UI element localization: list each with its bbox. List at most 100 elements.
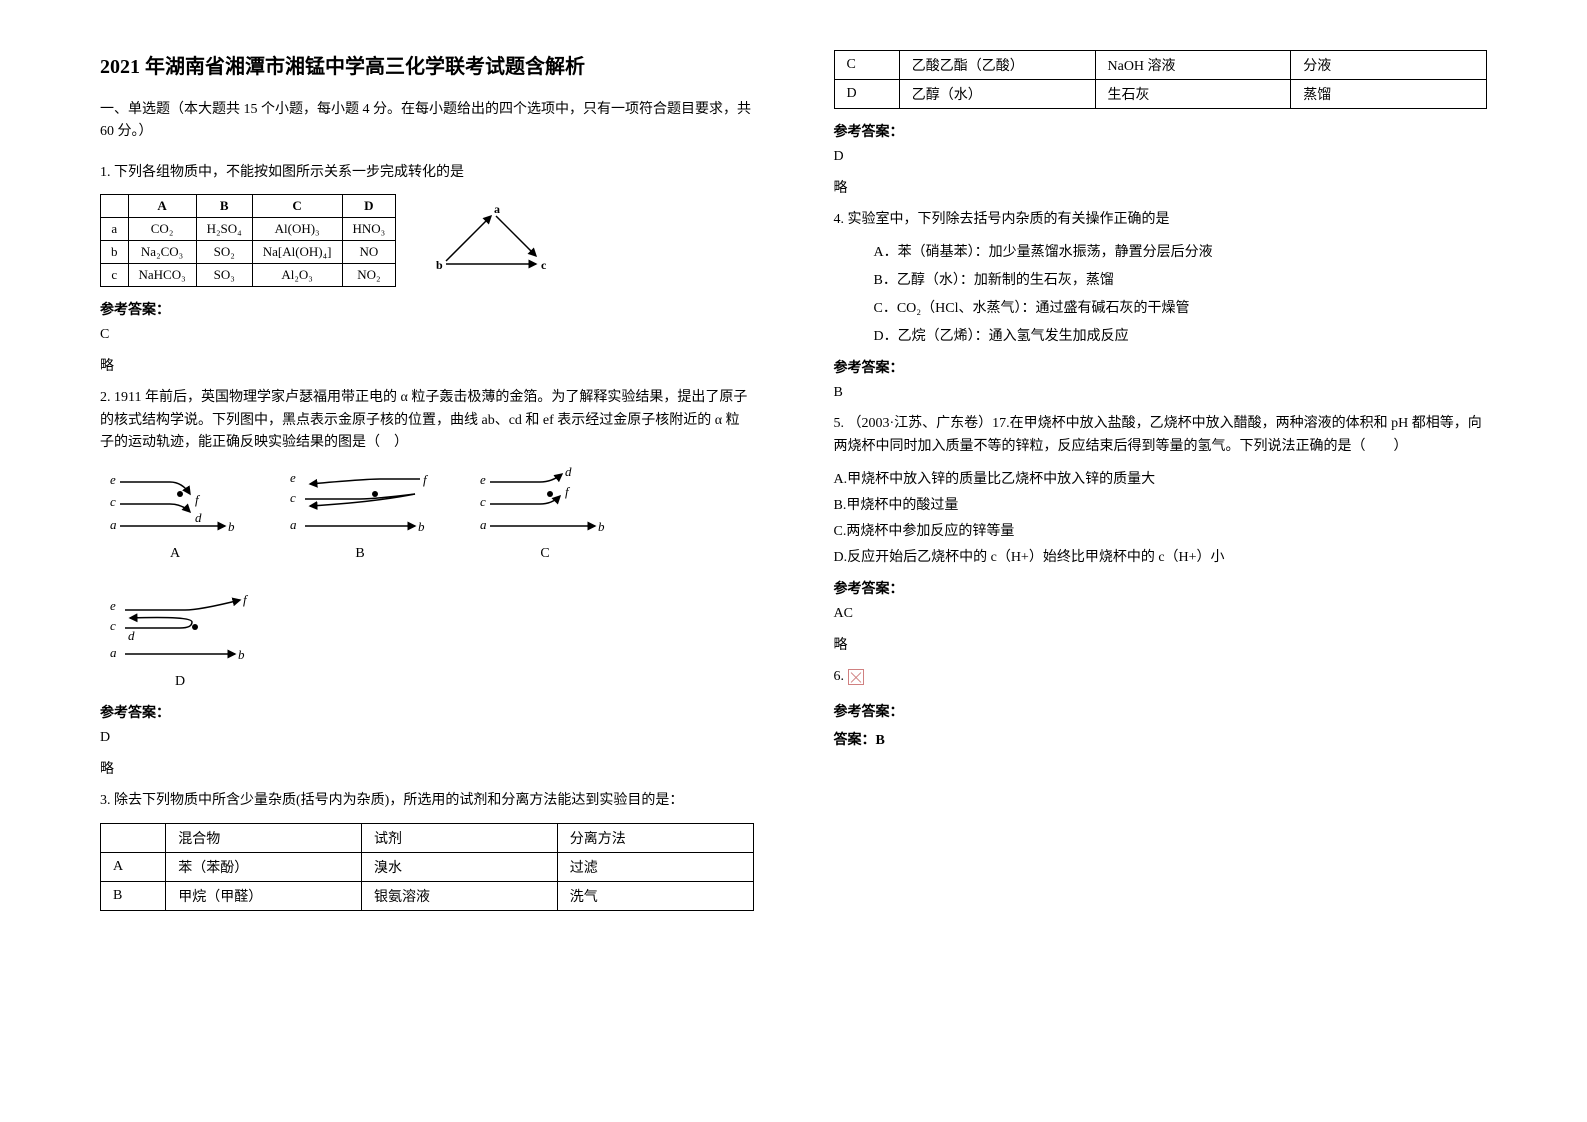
q3-td: C bbox=[834, 51, 899, 80]
q2-answer: D bbox=[100, 730, 754, 746]
svg-text:d: d bbox=[195, 510, 202, 525]
q5-explain: 略 bbox=[834, 634, 1488, 654]
tri-label-b: b bbox=[436, 258, 443, 272]
q3-td: 银氨溶液 bbox=[362, 881, 558, 910]
triangle-icon: a b c bbox=[426, 201, 556, 281]
q1-answer: C bbox=[100, 327, 754, 343]
q1-td: HNO₃ bbox=[342, 218, 396, 241]
q5-option-b: B.甲烧杯中的酸过量 bbox=[834, 494, 1488, 514]
table-row: a CO₂ H₂SO₄ Al(OH)₃ HNO₃ bbox=[101, 218, 396, 241]
q2-option-label: C bbox=[470, 546, 620, 562]
q5-option-a: A.甲烧杯中放入锌的质量比乙烧杯中放入锌的质量大 bbox=[834, 468, 1488, 488]
svg-text:e: e bbox=[110, 598, 116, 613]
trajectory-diagram-a: e f c d a b bbox=[100, 464, 250, 544]
q3-td: 乙醇（水） bbox=[899, 80, 1095, 109]
q3-th: 试剂 bbox=[362, 823, 558, 852]
q4-stem: 4. 实验室中，下列除去括号内杂质的有关操作正确的是 bbox=[834, 209, 1488, 231]
svg-text:c: c bbox=[480, 494, 486, 509]
q2-figure-a: e f c d a b A bbox=[100, 464, 250, 562]
q1-td: SO₂ bbox=[196, 241, 252, 264]
q3-td: A bbox=[101, 852, 166, 881]
tri-label-c: c bbox=[541, 258, 547, 272]
q3-td: 乙酸乙酯（乙酸） bbox=[899, 51, 1095, 80]
answer-label: 参考答案： bbox=[100, 299, 754, 319]
svg-text:b: b bbox=[598, 519, 605, 534]
q3-td: 洗气 bbox=[557, 881, 753, 910]
page-title: 2021 年湖南省湘潭市湘锰中学高三化学联考试题含解析 bbox=[100, 50, 754, 79]
q3-td: 苯（苯酚） bbox=[166, 852, 362, 881]
q1-th: D bbox=[342, 195, 396, 218]
q4-option-c: C．CO₂（HCl、水蒸气）：通过盛有碱石灰的干燥管 bbox=[874, 297, 1488, 317]
q1-th: C bbox=[252, 195, 342, 218]
table-row: 混合物 试剂 分离方法 bbox=[101, 823, 754, 852]
q5-option-d: D.反应开始后乙烧杯中的 c（H+）始终比甲烧杯中的 c（H+）小 bbox=[834, 546, 1488, 566]
q3-explain: 略 bbox=[834, 177, 1488, 197]
svg-text:c: c bbox=[290, 490, 296, 505]
q1-td: H₂SO₄ bbox=[196, 218, 252, 241]
q3-th bbox=[101, 823, 166, 852]
q1-td: b bbox=[101, 241, 129, 264]
q2-option-label: B bbox=[280, 546, 440, 562]
table-row: B 甲烷（甲醛） 银氨溶液 洗气 bbox=[101, 881, 754, 910]
answer-label: 参考答案： bbox=[100, 702, 754, 722]
svg-text:f: f bbox=[195, 492, 201, 507]
q3-td: D bbox=[834, 80, 899, 109]
trajectory-diagram-c: e d c f a b bbox=[470, 464, 620, 544]
q3-td: B bbox=[101, 881, 166, 910]
q3-answer: D bbox=[834, 149, 1488, 165]
q1-th: A bbox=[128, 195, 196, 218]
q3-table: 混合物 试剂 分离方法 A 苯（苯酚） 溴水 过滤 B 甲烷（甲醛） 银氨溶液 … bbox=[100, 823, 754, 911]
section-description: 一、单选题（本大题共 15 个小题，每小题 4 分。在每小题给出的四个选项中，只… bbox=[100, 99, 754, 144]
q3-th: 分离方法 bbox=[557, 823, 753, 852]
q1-td: NO bbox=[342, 241, 396, 264]
answer-label: 参考答案： bbox=[834, 357, 1488, 377]
svg-text:a: a bbox=[110, 517, 117, 532]
q1-content-row: A B C D a CO₂ H₂SO₄ Al(OH)₃ HNO₃ b Na₂CO… bbox=[100, 194, 754, 287]
q1-td: Al₂O₃ bbox=[252, 264, 342, 287]
svg-text:b: b bbox=[228, 519, 235, 534]
q6-answer: 答案：B bbox=[834, 729, 1488, 749]
q1-table: A B C D a CO₂ H₂SO₄ Al(OH)₃ HNO₃ b Na₂CO… bbox=[100, 194, 396, 287]
q1-td: NaHCO₃ bbox=[128, 264, 196, 287]
broken-image-icon bbox=[848, 669, 864, 685]
right-column: C 乙酸乙酯（乙酸） NaOH 溶液 分液 D 乙醇（水） 生石灰 蒸馏 参考答… bbox=[794, 0, 1587, 1122]
svg-text:d: d bbox=[128, 628, 135, 643]
q3-td: 生石灰 bbox=[1095, 80, 1291, 109]
q6-stem: 6. bbox=[834, 666, 1488, 688]
svg-text:b: b bbox=[238, 647, 245, 662]
trajectory-diagram-b: e f c a b bbox=[280, 464, 440, 544]
tri-label-a: a bbox=[494, 202, 500, 216]
q3-th: 混合物 bbox=[166, 823, 362, 852]
q4-option-b: B．乙醇（水）：加新制的生石灰，蒸馏 bbox=[874, 269, 1488, 289]
answer-label: 参考答案： bbox=[834, 701, 1488, 721]
q3-td: 溴水 bbox=[362, 852, 558, 881]
q2-figure-b: e f c a b B bbox=[280, 464, 440, 562]
answer-label: 参考答案： bbox=[834, 578, 1488, 598]
trajectory-diagram-d: e f c d a b bbox=[100, 592, 260, 672]
left-column: 2021 年湖南省湘潭市湘锰中学高三化学联考试题含解析 一、单选题（本大题共 1… bbox=[0, 0, 794, 1122]
svg-text:f: f bbox=[243, 592, 249, 607]
answer-label: 参考答案： bbox=[834, 121, 1488, 141]
svg-text:e: e bbox=[290, 470, 296, 485]
q1-td: Al(OH)₃ bbox=[252, 218, 342, 241]
q1-th bbox=[101, 195, 129, 218]
svg-text:c: c bbox=[110, 618, 116, 633]
q1-td: Na₂CO₃ bbox=[128, 241, 196, 264]
q4-answer: B bbox=[834, 385, 1488, 401]
q4-option-a: A．苯（硝基苯）：加少量蒸馏水振荡，静置分层后分液 bbox=[874, 241, 1488, 261]
q5-answer: AC bbox=[834, 606, 1488, 622]
table-row: D 乙醇（水） 生石灰 蒸馏 bbox=[834, 80, 1487, 109]
svg-text:c: c bbox=[110, 494, 116, 509]
q3-td: 蒸馏 bbox=[1291, 80, 1487, 109]
q1-explain: 略 bbox=[100, 355, 754, 375]
q3-stem: 3. 除去下列物质中所含少量杂质(括号内为杂质)，所选用的试剂和分离方法能达到实… bbox=[100, 790, 754, 812]
q1-td: NO₂ bbox=[342, 264, 396, 287]
q1-triangle-diagram: a b c bbox=[426, 201, 556, 281]
svg-text:f: f bbox=[565, 484, 571, 499]
svg-text:a: a bbox=[110, 645, 117, 660]
q2-option-label: A bbox=[100, 546, 250, 562]
svg-text:a: a bbox=[290, 517, 297, 532]
q1-td: SO₃ bbox=[196, 264, 252, 287]
q1-td: Na[Al(OH)₄] bbox=[252, 241, 342, 264]
table-row: b Na₂CO₃ SO₂ Na[Al(OH)₄] NO bbox=[101, 241, 396, 264]
